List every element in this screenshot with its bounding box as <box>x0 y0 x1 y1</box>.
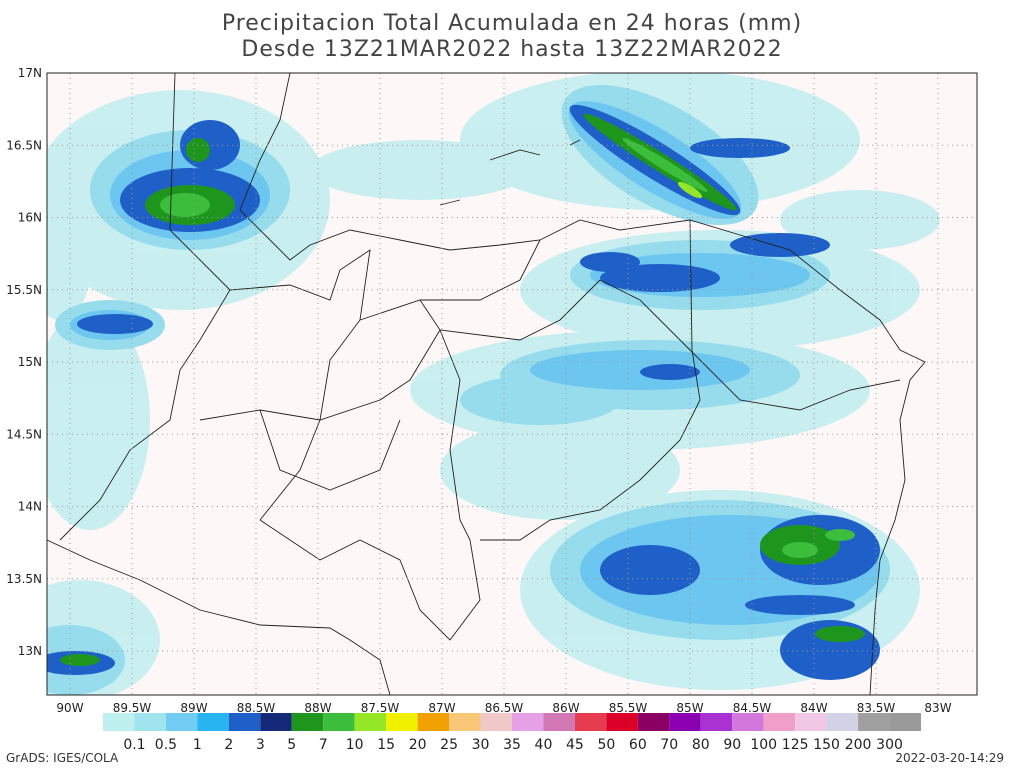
y-tick-label: 14.5N <box>6 427 42 441</box>
colorbar-swatch <box>763 713 796 731</box>
colorbar-label: 70 <box>660 737 678 753</box>
colorbar-swatch <box>417 713 450 731</box>
colorbar-label: 0.1 <box>123 737 145 753</box>
colorbar-swatch <box>700 713 733 731</box>
colorbar-label: 50 <box>597 737 615 753</box>
colorbar-label: 45 <box>566 737 584 753</box>
subtitle: Desde 13Z21MAR2022 hasta 13Z22MAR2022 <box>241 37 782 62</box>
colorbar-swatch <box>165 713 198 731</box>
colorbar-swatch <box>449 713 481 731</box>
footer-right: 2022-03-20-14:29 <box>895 751 1004 765</box>
colorbar-label: 300 <box>876 737 903 753</box>
colorbar-label: 20 <box>409 737 427 753</box>
colorbar-label: 10 <box>346 737 364 753</box>
colorbar-label: 125 <box>782 737 809 753</box>
colorbar-label: 30 <box>472 737 490 753</box>
colorbar-label: 150 <box>813 737 840 753</box>
x-tick-label: 86W <box>552 701 579 715</box>
x-tick-label: 83.5W <box>857 701 896 715</box>
colorbar-swatch <box>197 713 229 731</box>
x-tick-label: 88.5W <box>237 701 276 715</box>
colorbar-label: 100 <box>750 737 777 753</box>
x-tick-label: 84.5W <box>733 701 772 715</box>
colorbar-label: 3 <box>256 737 265 753</box>
x-tick-label: 89.5W <box>113 701 152 715</box>
colorbar-label: 60 <box>629 737 647 753</box>
y-tick-label: 16.5N <box>6 138 42 152</box>
colorbar-label: 2 <box>224 737 233 753</box>
x-tick-label: 90W <box>56 701 83 715</box>
colorbar-label: 0.5 <box>155 737 177 753</box>
colorbar-label: 40 <box>535 737 553 753</box>
colorbar-swatch <box>512 713 544 731</box>
x-tick-label: 87.5W <box>361 701 400 715</box>
colorbar-label: 7 <box>319 737 328 753</box>
y-tick-label: 14N <box>18 500 42 514</box>
y-tick-label: 15N <box>18 355 42 369</box>
y-tick-label: 13N <box>18 644 42 658</box>
colorbar-label: 15 <box>377 737 395 753</box>
colorbar-swatch <box>669 713 701 731</box>
colorbar-label: 5 <box>287 737 296 753</box>
y-tick-label: 16N <box>18 211 42 225</box>
x-tick-label: 87W <box>428 701 455 715</box>
footer-left: GrADS: IGES/COLA <box>6 751 119 765</box>
colorbar-swatch <box>354 713 387 731</box>
colorbar-swatch <box>291 713 324 731</box>
precip-field <box>47 73 940 695</box>
colorbar-label: 1 <box>193 737 202 753</box>
colorbar-swatch <box>637 713 670 731</box>
colorbar-swatch <box>543 713 575 731</box>
colorbar-swatch <box>260 713 292 731</box>
colorbar-label: 80 <box>692 737 710 753</box>
colorbar-swatch <box>795 713 827 731</box>
y-tick-label: 13.5N <box>6 572 42 586</box>
colorbar-label: 90 <box>723 737 741 753</box>
colorbar-label: 25 <box>440 737 458 753</box>
x-tick-label: 83W <box>924 701 951 715</box>
colorbar-swatch <box>826 713 859 731</box>
x-tick-label: 84W <box>800 701 827 715</box>
colorbar-swatch <box>134 713 166 731</box>
x-tick-label: 85W <box>676 701 703 715</box>
y-tick-label: 15.5N <box>6 283 42 297</box>
colorbar-swatch <box>574 713 607 731</box>
x-tick-label: 85.5W <box>609 701 648 715</box>
plot-frame <box>46 72 978 696</box>
title: Precipitacion Total Acumulada en 24 hora… <box>222 11 802 36</box>
colorbar-label: 35 <box>503 737 521 753</box>
colorbar-swatch <box>386 713 418 731</box>
colorbar-swatch <box>480 713 512 731</box>
colorbar-swatch <box>732 713 764 731</box>
colorbar-swatch <box>228 713 261 731</box>
colorbar-swatch <box>323 713 355 731</box>
colorbar-swatch <box>858 713 890 731</box>
x-tick-label: 88W <box>304 701 331 715</box>
colorbar-label: 200 <box>845 737 872 753</box>
colorbar-swatch <box>606 713 638 731</box>
colorbar-swatch <box>889 713 921 731</box>
x-tick-label: 89W <box>180 701 207 715</box>
colorbar-swatch <box>103 713 135 731</box>
x-tick-label: 86.5W <box>485 701 524 715</box>
y-tick-label: 17N <box>18 66 42 80</box>
